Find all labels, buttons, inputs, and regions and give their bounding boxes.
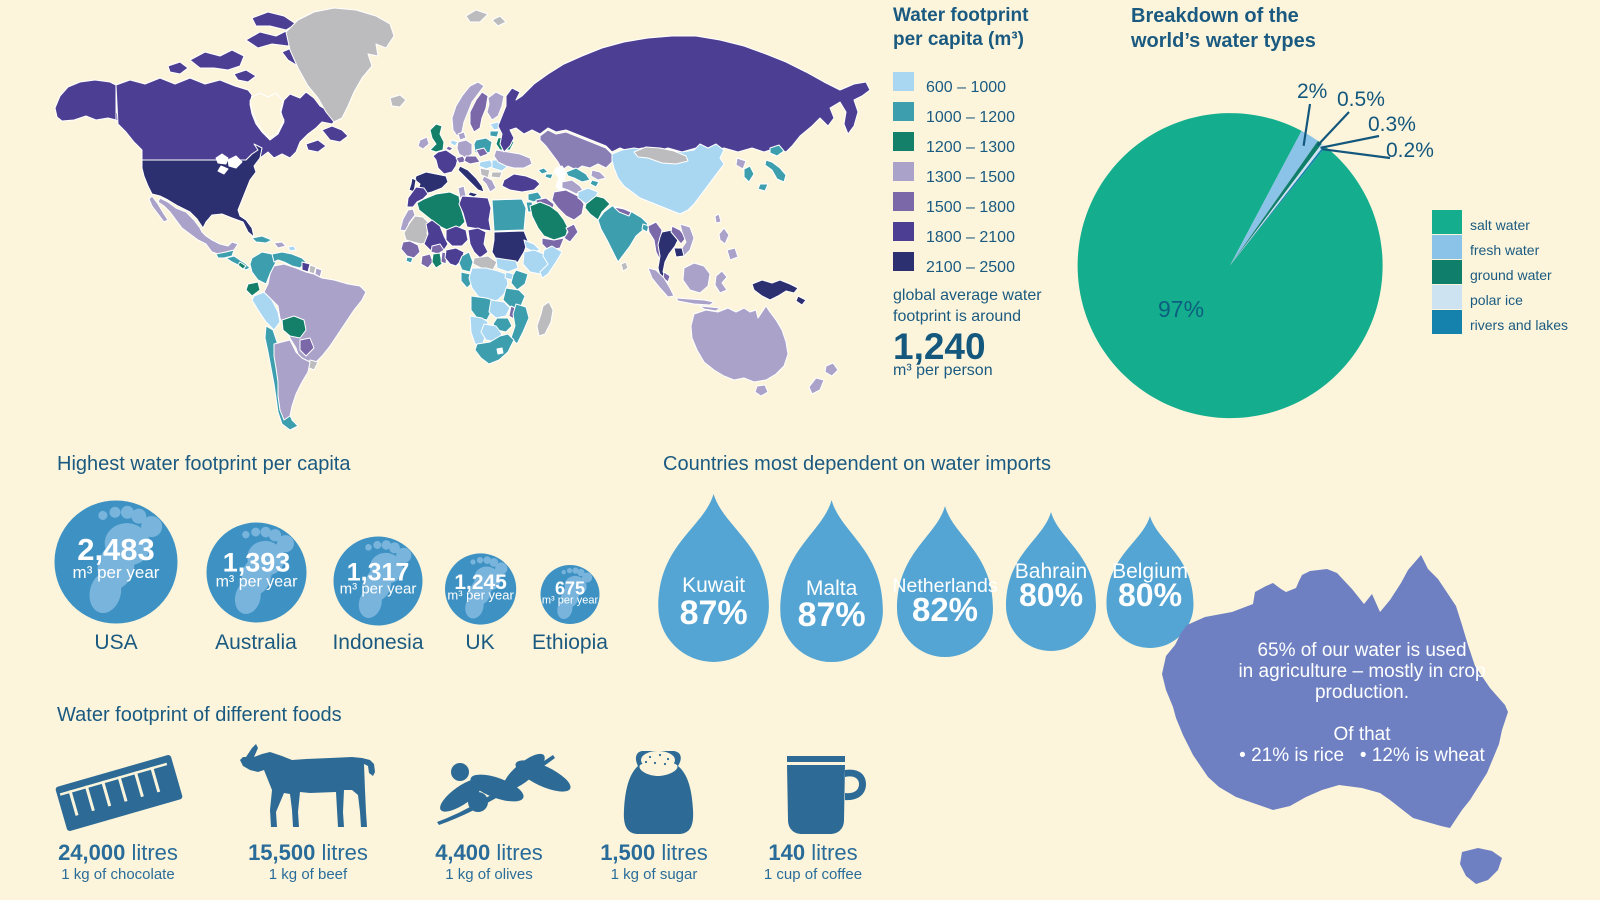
svg-text:Bahrain: Bahrain	[1015, 560, 1087, 583]
svg-text:82%: 82%	[912, 591, 978, 628]
svg-text:87%: 87%	[680, 594, 748, 632]
svg-text:Belgium: Belgium	[1112, 560, 1188, 583]
svg-text:m³ per year: m³ per year	[216, 573, 298, 590]
svg-text:Malta: Malta	[806, 577, 858, 600]
svg-text:m³ per year: m³ per year	[542, 594, 599, 606]
svg-text:m³ per year: m³ per year	[447, 587, 514, 602]
svg-text:m³ per year: m³ per year	[340, 581, 417, 598]
svg-text:m³ per year: m³ per year	[73, 563, 160, 582]
svg-text:2,483: 2,483	[77, 532, 155, 567]
svg-text:1,245: 1,245	[454, 571, 507, 594]
svg-text:1,317: 1,317	[347, 559, 410, 587]
svg-text:Kuwait: Kuwait	[682, 574, 745, 597]
svg-text:80%: 80%	[1019, 577, 1083, 613]
svg-text:1,393: 1,393	[223, 548, 291, 578]
svg-text:675: 675	[555, 579, 585, 599]
svg-text:80%: 80%	[1118, 577, 1182, 613]
svg-text:87%: 87%	[798, 596, 866, 634]
svg-text:Netherlands: Netherlands	[892, 575, 997, 597]
